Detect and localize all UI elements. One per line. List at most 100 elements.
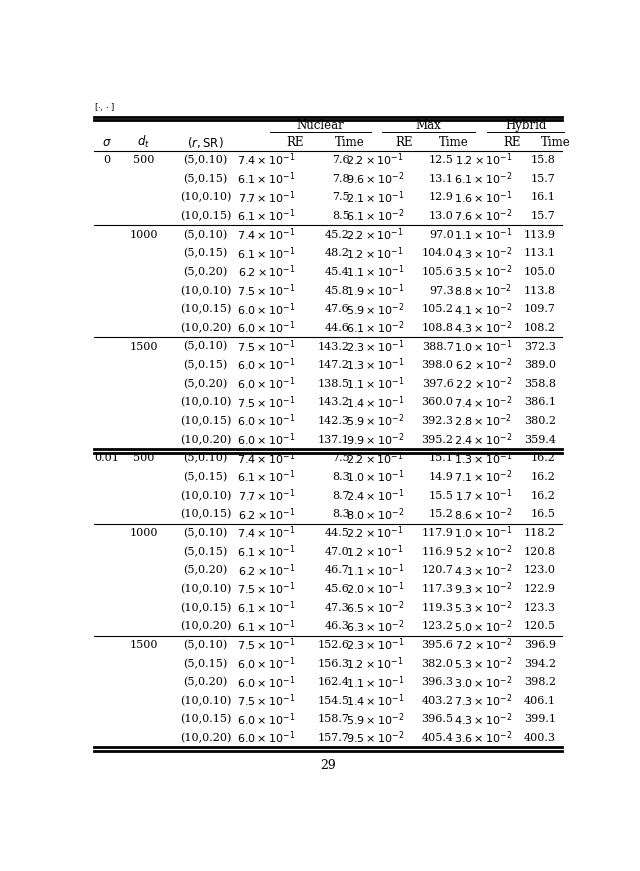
Text: Hybrid: Hybrid	[505, 118, 547, 132]
Text: (5,0.15): (5,0.15)	[184, 248, 228, 259]
Text: 0: 0	[104, 155, 111, 165]
Text: $1.1 \times 10^{-1}$: $1.1 \times 10^{-1}$	[454, 226, 513, 243]
Text: $(r,\mathrm{SR})$: $(r,\mathrm{SR})$	[188, 135, 224, 150]
Text: Max: Max	[416, 118, 442, 132]
Text: 156.3: 156.3	[317, 658, 349, 669]
Text: 47.3: 47.3	[325, 603, 349, 612]
Text: (10,0.15): (10,0.15)	[180, 416, 231, 426]
Text: $7.7 \times 10^{-1}$: $7.7 \times 10^{-1}$	[238, 488, 296, 504]
Text: 372.3: 372.3	[524, 341, 556, 352]
Text: 8.5: 8.5	[332, 211, 349, 221]
Text: $5.3 \times 10^{-2}$: $5.3 \times 10^{-2}$	[454, 599, 513, 616]
Text: $5.9 \times 10^{-2}$: $5.9 \times 10^{-2}$	[346, 712, 404, 728]
Text: $1.0 \times 10^{-1}$: $1.0 \times 10^{-1}$	[454, 338, 513, 354]
Text: 157.7: 157.7	[318, 733, 349, 743]
Text: $6.1 \times 10^{-2}$: $6.1 \times 10^{-2}$	[454, 171, 513, 187]
Text: Time: Time	[335, 136, 365, 149]
Text: $9.3 \times 10^{-2}$: $9.3 \times 10^{-2}$	[454, 581, 513, 598]
Text: 16.1: 16.1	[531, 192, 556, 202]
Text: $4.1 \times 10^{-2}$: $4.1 \times 10^{-2}$	[454, 301, 513, 318]
Text: $6.0 \times 10^{-1}$: $6.0 \times 10^{-1}$	[237, 413, 296, 429]
Text: $1.4 \times 10^{-1}$: $1.4 \times 10^{-1}$	[346, 395, 404, 411]
Text: $7.5 \times 10^{-1}$: $7.5 \times 10^{-1}$	[237, 282, 296, 299]
Text: $6.1 \times 10^{-2}$: $6.1 \times 10^{-2}$	[346, 320, 404, 336]
Text: $6.2 \times 10^{-1}$: $6.2 \times 10^{-1}$	[237, 562, 296, 578]
Text: 108.2: 108.2	[524, 323, 556, 333]
Text: 117.9: 117.9	[422, 528, 454, 538]
Text: (10,0.20): (10,0.20)	[180, 621, 231, 631]
Text: 389.0: 389.0	[524, 361, 556, 370]
Text: $6.0 \times 10^{-1}$: $6.0 \times 10^{-1}$	[237, 431, 296, 448]
Text: $9.5 \times 10^{-2}$: $9.5 \times 10^{-2}$	[346, 730, 404, 746]
Text: 143.2: 143.2	[317, 341, 349, 352]
Text: $6.2 \times 10^{-2}$: $6.2 \times 10^{-2}$	[455, 357, 513, 374]
Text: $7.4 \times 10^{-1}$: $7.4 \times 10^{-1}$	[237, 152, 296, 168]
Text: $6.1 \times 10^{-1}$: $6.1 \times 10^{-1}$	[237, 171, 296, 187]
Text: 360.0: 360.0	[422, 397, 454, 408]
Text: $2.2 \times 10^{-1}$: $2.2 \times 10^{-1}$	[346, 226, 404, 243]
Text: $9.9 \times 10^{-2}$: $9.9 \times 10^{-2}$	[346, 431, 404, 448]
Text: $6.2 \times 10^{-1}$: $6.2 \times 10^{-1}$	[237, 506, 296, 523]
Text: (5,0.10): (5,0.10)	[184, 155, 228, 165]
Text: $2.0 \times 10^{-1}$: $2.0 \times 10^{-1}$	[346, 581, 404, 598]
Text: 45.6: 45.6	[325, 584, 349, 594]
Text: $3.5 \times 10^{-2}$: $3.5 \times 10^{-2}$	[454, 264, 513, 280]
Text: 116.9: 116.9	[422, 547, 454, 557]
Text: 48.2: 48.2	[325, 248, 349, 259]
Text: 113.1: 113.1	[524, 248, 556, 259]
Text: 0.01: 0.01	[95, 454, 120, 463]
Text: (5,0.15): (5,0.15)	[184, 360, 228, 370]
Text: (5,0.15): (5,0.15)	[184, 658, 228, 669]
Text: 46.7: 46.7	[325, 565, 349, 576]
Text: $4.3 \times 10^{-2}$: $4.3 \times 10^{-2}$	[454, 245, 513, 261]
Text: 15.1: 15.1	[429, 454, 454, 463]
Text: $6.1 \times 10^{-1}$: $6.1 \times 10^{-1}$	[237, 207, 296, 225]
Text: 47.0: 47.0	[325, 547, 349, 557]
Text: 113.8: 113.8	[524, 286, 556, 295]
Text: 47.6: 47.6	[325, 304, 349, 314]
Text: $6.0 \times 10^{-1}$: $6.0 \times 10^{-1}$	[237, 712, 296, 728]
Text: $7.2 \times 10^{-2}$: $7.2 \times 10^{-2}$	[455, 637, 513, 653]
Text: 15.2: 15.2	[429, 510, 454, 519]
Text: $7.7 \times 10^{-1}$: $7.7 \times 10^{-1}$	[238, 189, 296, 206]
Text: 45.4: 45.4	[325, 267, 349, 277]
Text: $6.0 \times 10^{-1}$: $6.0 \times 10^{-1}$	[237, 320, 296, 336]
Text: $1.3 \times 10^{-1}$: $1.3 \times 10^{-1}$	[454, 450, 513, 467]
Text: (5,0.15): (5,0.15)	[184, 546, 228, 557]
Text: 14.9: 14.9	[429, 472, 454, 482]
Text: $7.6 \times 10^{-2}$: $7.6 \times 10^{-2}$	[454, 207, 513, 225]
Text: 152.6: 152.6	[317, 640, 349, 650]
Text: 108.8: 108.8	[422, 323, 454, 333]
Text: 154.5: 154.5	[317, 696, 349, 706]
Text: 405.4: 405.4	[422, 733, 454, 743]
Text: 16.2: 16.2	[531, 490, 556, 501]
Text: 1000: 1000	[129, 528, 158, 538]
Text: $2.4 \times 10^{-2}$: $2.4 \times 10^{-2}$	[454, 431, 513, 448]
Text: $1.1 \times 10^{-1}$: $1.1 \times 10^{-1}$	[346, 562, 404, 578]
Text: 143.2: 143.2	[317, 397, 349, 408]
Text: 396.3: 396.3	[422, 677, 454, 687]
Text: Time: Time	[541, 136, 571, 149]
Text: $6.1 \times 10^{-1}$: $6.1 \times 10^{-1}$	[237, 544, 296, 560]
Text: 395.6: 395.6	[422, 640, 454, 650]
Text: $7.1 \times 10^{-2}$: $7.1 \times 10^{-2}$	[454, 469, 513, 485]
Text: 399.1: 399.1	[524, 714, 556, 725]
Text: 1500: 1500	[129, 341, 158, 352]
Text: (5,0.20): (5,0.20)	[184, 677, 228, 687]
Text: 394.2: 394.2	[524, 658, 556, 669]
Text: 13.1: 13.1	[429, 173, 454, 184]
Text: Nuclear: Nuclear	[296, 118, 344, 132]
Text: 147.2: 147.2	[318, 361, 349, 370]
Text: (10,0.10): (10,0.10)	[180, 286, 231, 296]
Text: $6.1 \times 10^{-2}$: $6.1 \times 10^{-2}$	[346, 207, 404, 225]
Text: 109.7: 109.7	[524, 304, 556, 314]
Text: (10,0.10): (10,0.10)	[180, 584, 231, 594]
Text: 105.2: 105.2	[422, 304, 454, 314]
Text: 137.1: 137.1	[318, 435, 349, 445]
Text: $1.9 \times 10^{-1}$: $1.9 \times 10^{-1}$	[346, 282, 404, 299]
Text: (10,0.15): (10,0.15)	[180, 211, 231, 221]
Text: $1.2 \times 10^{-1}$: $1.2 \times 10^{-1}$	[346, 544, 404, 560]
Text: $7.4 \times 10^{-2}$: $7.4 \times 10^{-2}$	[454, 395, 513, 411]
Text: $8.0 \times 10^{-2}$: $8.0 \times 10^{-2}$	[346, 506, 404, 523]
Text: 12.5: 12.5	[429, 155, 454, 165]
